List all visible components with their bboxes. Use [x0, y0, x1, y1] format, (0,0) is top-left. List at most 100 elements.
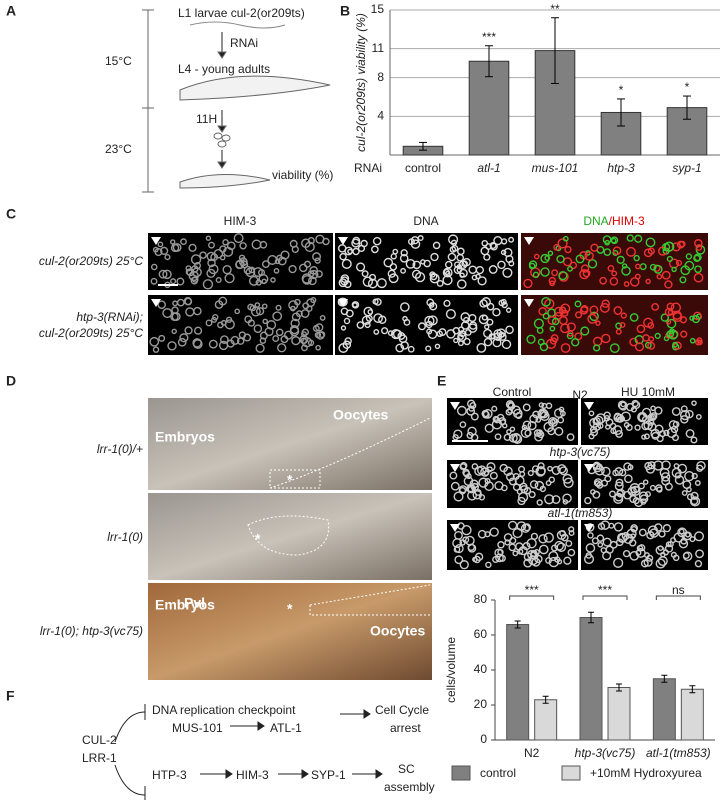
nucleus	[190, 254, 202, 265]
nucleus	[387, 269, 396, 278]
nucleus	[666, 255, 673, 263]
nucleus	[491, 405, 498, 412]
nucleus	[170, 278, 177, 285]
nucleus	[654, 406, 663, 415]
nucleus	[554, 426, 564, 436]
nucleus	[617, 400, 627, 410]
nucleus	[501, 301, 508, 309]
nucleus	[474, 466, 484, 476]
y-tick-label: 15	[371, 2, 385, 16]
nucleus	[444, 260, 453, 269]
row-label: cul-2(or209ts) 25°C	[39, 254, 144, 268]
nucleus	[643, 433, 650, 440]
nucleus	[208, 339, 218, 349]
nucleus	[645, 237, 656, 248]
nucleus	[300, 337, 307, 344]
nucleus	[255, 279, 262, 286]
nucleus	[400, 249, 408, 257]
nucleus	[485, 561, 492, 569]
nucleus	[208, 241, 215, 249]
nucleus	[671, 242, 681, 252]
nucleus	[400, 267, 407, 274]
nucleus	[597, 541, 604, 548]
nucleus	[519, 471, 526, 478]
nucleus	[624, 474, 633, 484]
nucleus	[489, 471, 498, 480]
panel-label: D	[6, 373, 16, 389]
nucleus	[319, 314, 326, 321]
nucleus	[507, 402, 516, 411]
nucleus	[566, 332, 574, 340]
nucleus	[584, 496, 592, 505]
nucleus	[360, 239, 368, 248]
nucleus	[253, 267, 263, 277]
nucleus	[693, 272, 704, 283]
nucleus	[158, 334, 166, 342]
nucleus	[463, 337, 471, 346]
nucleus	[599, 302, 610, 313]
x-tick-label: atl-1	[477, 161, 500, 175]
nucleus	[611, 270, 618, 277]
nucleus	[566, 433, 575, 442]
nucleus	[612, 246, 622, 256]
nucleus	[459, 539, 466, 546]
significance-bracket	[582, 595, 628, 600]
nucleus	[523, 278, 533, 289]
bar	[506, 624, 530, 741]
pathway-arrows	[114, 704, 383, 800]
nucleus	[681, 490, 688, 496]
dic-image	[148, 398, 432, 490]
nucleus	[443, 268, 450, 276]
nucleus	[481, 239, 489, 247]
nucleus	[560, 533, 569, 542]
nucleus	[567, 548, 576, 557]
nucleus	[472, 556, 478, 563]
bar	[652, 678, 676, 741]
nucleus	[532, 410, 540, 419]
nucleus	[171, 328, 177, 335]
significance: ***	[598, 583, 612, 597]
y-tick-label: 11	[372, 41, 385, 55]
nucleus	[672, 341, 678, 348]
panel-a	[142, 9, 331, 193]
nucleus	[240, 260, 249, 269]
nucleus	[656, 486, 663, 493]
nucleus	[457, 340, 464, 347]
nucleus	[503, 533, 513, 542]
nucleus	[167, 341, 177, 351]
nucleus	[338, 278, 348, 288]
nucleus	[472, 490, 482, 500]
nucleus	[171, 306, 179, 314]
nucleus	[563, 477, 574, 488]
nucleus	[663, 429, 670, 436]
nucleus	[664, 544, 674, 553]
nucleus	[680, 405, 688, 413]
nucleus	[243, 333, 252, 342]
nucleus	[684, 470, 695, 482]
nucleus	[290, 305, 296, 312]
nucleus	[592, 417, 601, 426]
nucleus	[501, 339, 512, 350]
nucleus	[548, 556, 559, 568]
nucleus	[553, 244, 560, 251]
nucleus	[638, 544, 646, 552]
step-text: viability (%)	[272, 168, 333, 182]
nucleus	[170, 239, 176, 245]
nucleus	[663, 241, 674, 252]
nucleus	[235, 260, 245, 270]
step-text: 11H	[196, 112, 217, 126]
nucleus	[230, 335, 240, 345]
row-label: N2	[572, 388, 588, 402]
arrowhead	[151, 237, 161, 245]
nucleus	[434, 343, 441, 350]
nucleus	[470, 412, 479, 421]
nucleus	[675, 259, 683, 267]
nucleus	[314, 257, 321, 264]
panel-label: E	[437, 373, 446, 389]
arrowhead	[450, 524, 460, 532]
nucleus	[643, 317, 654, 328]
nucleus	[508, 543, 517, 552]
nucleus	[556, 530, 567, 540]
panel-label: A	[6, 3, 16, 19]
nucleus	[426, 298, 435, 307]
